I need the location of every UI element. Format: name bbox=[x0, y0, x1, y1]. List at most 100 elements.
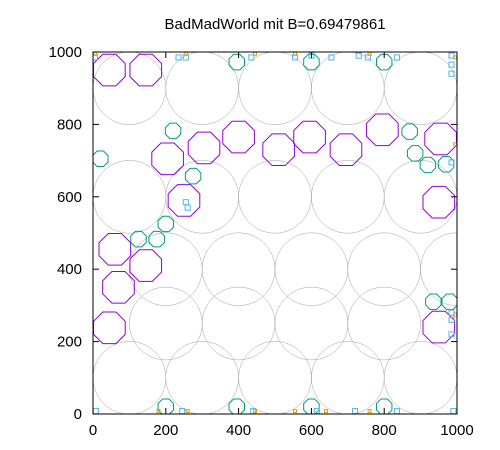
small-mark-13 bbox=[425, 293, 442, 311]
large-mark-9 bbox=[383, 160, 457, 234]
x-tick-label-4: 800 bbox=[372, 422, 397, 439]
large-mark-14 bbox=[420, 232, 457, 306]
tiny-mark-1 bbox=[175, 54, 182, 61]
small-mark-16 bbox=[228, 398, 246, 414]
large-mark-3 bbox=[311, 52, 385, 125]
micro-mark-4 bbox=[367, 52, 372, 56]
medium-mark-16 bbox=[422, 310, 456, 344]
medium-mark-3 bbox=[262, 133, 295, 167]
small-mark-0 bbox=[228, 53, 246, 71]
tiny-mark-13 bbox=[184, 204, 191, 211]
y-tick-label-0: 0 bbox=[74, 406, 82, 423]
small-mark-7 bbox=[419, 156, 437, 174]
y-tick-label-3: 600 bbox=[57, 189, 82, 206]
micro-mark-13 bbox=[453, 142, 457, 147]
medium-mark-5 bbox=[329, 133, 363, 167]
micro-mark-10 bbox=[323, 409, 328, 414]
small-mark-17 bbox=[303, 398, 320, 414]
tiny-mark-12 bbox=[448, 70, 455, 77]
tiny-mark-19 bbox=[93, 408, 99, 414]
large-mark-5 bbox=[93, 160, 167, 234]
large-mark-12 bbox=[274, 232, 349, 306]
large-mark-1 bbox=[165, 52, 239, 125]
large-mark-16 bbox=[201, 286, 276, 361]
micro-mark-6 bbox=[156, 409, 161, 414]
medium-mark-0 bbox=[93, 53, 126, 87]
tiny-mark-25 bbox=[450, 408, 457, 414]
micro-mark-0 bbox=[93, 52, 97, 56]
medium-mark-1 bbox=[129, 53, 163, 87]
tiny-mark-14 bbox=[182, 199, 189, 206]
large-mark-7 bbox=[238, 160, 312, 234]
micro-mark-12 bbox=[453, 312, 457, 317]
micro-mark-11 bbox=[367, 409, 372, 414]
small-mark-5 bbox=[93, 150, 109, 168]
tiny-mark-6 bbox=[328, 54, 335, 61]
small-mark-3 bbox=[164, 122, 182, 140]
large-mark-19 bbox=[93, 341, 167, 414]
large-mark-2 bbox=[238, 52, 312, 125]
y-tick-label-2: 400 bbox=[57, 261, 82, 278]
large-mark-11 bbox=[201, 232, 276, 306]
medium-mark-6 bbox=[366, 113, 399, 147]
large-mark-20 bbox=[165, 341, 239, 414]
plot-frame bbox=[92, 51, 458, 415]
small-mark-1 bbox=[303, 53, 320, 71]
small-mark-10 bbox=[157, 215, 175, 233]
large-mark-6 bbox=[165, 160, 239, 234]
tiny-mark-24 bbox=[393, 408, 400, 414]
medium-mark-8 bbox=[151, 142, 184, 176]
small-mark-18 bbox=[375, 398, 393, 414]
large-mark-15 bbox=[129, 286, 203, 361]
small-mark-2 bbox=[375, 53, 393, 71]
medium-mark-13 bbox=[129, 249, 163, 282]
large-mark-17 bbox=[274, 286, 349, 361]
tiny-mark-18 bbox=[448, 331, 455, 338]
micro-mark-7 bbox=[185, 409, 190, 414]
medium-mark-12 bbox=[98, 232, 132, 266]
medium-mark-7 bbox=[424, 122, 457, 156]
medium-mark-14 bbox=[102, 270, 135, 304]
chart-title: BadMadWorld mit B=0.69479861 bbox=[164, 16, 385, 33]
large-mark-8 bbox=[311, 160, 385, 234]
small-mark-4 bbox=[401, 123, 418, 140]
large-mark-18 bbox=[347, 286, 421, 361]
large-mark-4 bbox=[383, 52, 457, 125]
tiny-mark-3 bbox=[248, 54, 255, 61]
small-mark-11 bbox=[130, 230, 147, 248]
large-mark-0 bbox=[93, 52, 167, 125]
large-mark-23 bbox=[383, 341, 457, 414]
large-mark-13 bbox=[347, 232, 421, 306]
large-mark-21 bbox=[238, 341, 312, 414]
tiny-mark-7 bbox=[355, 52, 362, 59]
small-mark-6 bbox=[406, 145, 424, 162]
small-mark-12 bbox=[148, 230, 165, 248]
medium-mark-4 bbox=[293, 120, 326, 154]
medium-mark-10 bbox=[167, 184, 201, 217]
micro-mark-3 bbox=[293, 52, 298, 56]
y-tick-label-5: 1000 bbox=[49, 44, 82, 61]
micro-mark-8 bbox=[252, 409, 257, 414]
medium-mark-9 bbox=[187, 131, 221, 165]
plot-marks bbox=[93, 52, 457, 414]
x-tick-label-1: 200 bbox=[153, 422, 178, 439]
small-mark-15 bbox=[157, 398, 175, 414]
x-tick-label-2: 400 bbox=[226, 422, 251, 439]
large-mark-22 bbox=[311, 341, 385, 414]
small-mark-9 bbox=[184, 167, 202, 185]
y-tick-label-4: 800 bbox=[57, 116, 82, 133]
tiny-mark-15 bbox=[448, 159, 455, 166]
micro-mark-9 bbox=[293, 409, 298, 414]
x-tick-label-0: 0 bbox=[89, 422, 97, 439]
medium-mark-2 bbox=[222, 120, 255, 154]
medium-mark-11 bbox=[422, 185, 456, 219]
large-mark-10 bbox=[129, 232, 203, 306]
tiny-mark-11 bbox=[448, 61, 455, 68]
y-tick-label-1: 200 bbox=[57, 334, 82, 351]
micro-mark-2 bbox=[252, 52, 257, 56]
micro-mark-5 bbox=[453, 55, 457, 60]
x-tick-label-5: 1000 bbox=[440, 422, 473, 439]
small-mark-8 bbox=[437, 155, 455, 173]
axes: 0 200 400 600 800 1000 0 200 400 600 800 1000 bbox=[49, 44, 474, 439]
